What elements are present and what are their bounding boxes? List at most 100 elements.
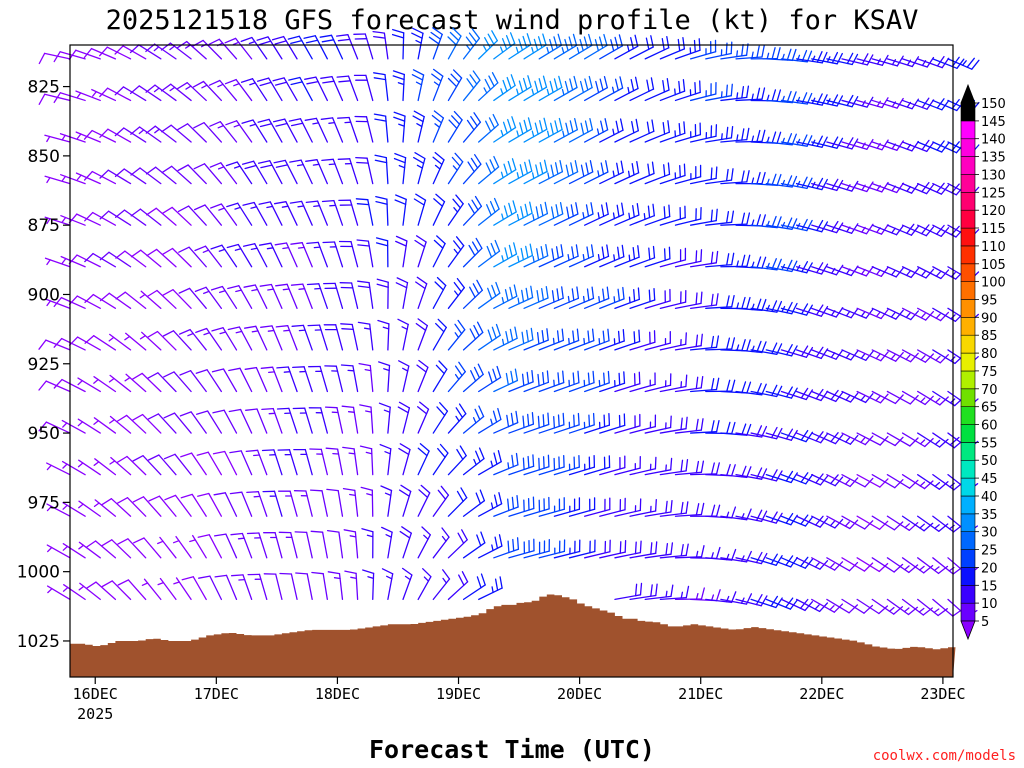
- wind-barb: [447, 571, 469, 601]
- barb-flag: [632, 205, 635, 218]
- wind-barb: [244, 366, 268, 393]
- barb-half-flag: [890, 311, 896, 318]
- barb-staff: [203, 163, 223, 185]
- barb-staff: [432, 494, 450, 517]
- wind-barb: [523, 412, 550, 434]
- barb-flag: [467, 161, 475, 173]
- barb-flag: [647, 163, 651, 177]
- barb-flag: [925, 268, 935, 279]
- barb-staff: [155, 166, 177, 185]
- wind-barb: [356, 239, 374, 268]
- barb-flag: [731, 421, 736, 435]
- wind-barb: [225, 161, 253, 185]
- barb-flag: [340, 364, 354, 367]
- barb-flag: [116, 414, 128, 423]
- barb-flag: [161, 124, 172, 133]
- barb-flag: [412, 27, 424, 34]
- wind-barb: [59, 133, 86, 143]
- barb-staff: [171, 206, 192, 226]
- barb-staff: [735, 349, 763, 354]
- wind-barb: [411, 27, 424, 60]
- barb-flag: [289, 159, 302, 163]
- barb-staff: [156, 330, 177, 351]
- barb-flag: [527, 455, 530, 469]
- wind-barb: [78, 500, 101, 517]
- barb-flag: [393, 111, 406, 117]
- x-axis: 16DEC 17DEC 18DEC 19DEC 20DEC 21DEC 22DEC 23DEC…: [73, 677, 965, 723]
- barb-staff: [780, 58, 808, 63]
- wind-barb: [462, 28, 481, 60]
- wind-barb: [164, 494, 192, 517]
- barb-staff: [462, 331, 484, 351]
- barb-flag: [846, 94, 854, 107]
- wind-barb: [432, 527, 450, 559]
- barb-staff: [207, 451, 223, 476]
- barb-staff: [369, 364, 374, 393]
- barb-flag: [491, 326, 497, 339]
- barb-flag: [715, 166, 718, 180]
- barb-staff: [826, 473, 851, 488]
- barb-half-flag: [567, 295, 570, 303]
- wind-barb: [765, 386, 798, 399]
- barb-flag: [791, 133, 797, 146]
- wind-barb: [538, 370, 565, 393]
- barb-flag: [668, 204, 671, 218]
- barb-staff: [886, 58, 913, 68]
- wind-barb: [478, 155, 500, 185]
- barb-flag: [654, 456, 657, 470]
- wind-barb: [114, 45, 147, 60]
- barb-flag: [635, 118, 639, 132]
- barb-half-flag: [297, 205, 305, 208]
- barb-flag: [510, 74, 516, 87]
- barb-half-flag: [628, 254, 631, 262]
- barb-flag: [730, 83, 733, 97]
- wind-barb: [478, 113, 499, 143]
- barb-flag: [527, 117, 533, 130]
- barb-staff: [886, 390, 911, 405]
- wind-barbs-group: [38, 27, 980, 618]
- barb-flag: [621, 202, 625, 216]
- barb-flag: [455, 236, 465, 247]
- barb-flag: [130, 167, 141, 176]
- barb-staff: [316, 159, 328, 185]
- barb-flag: [746, 466, 752, 479]
- barb-flag: [771, 173, 777, 186]
- barb-flag: [145, 84, 156, 93]
- wind-barb: [178, 246, 207, 268]
- barb-half-flag: [398, 123, 405, 127]
- x-tick-label: 21DEC: [678, 685, 723, 703]
- barb-flag: [651, 119, 655, 132]
- barb-flag: [816, 177, 824, 190]
- wind-barb: [83, 129, 117, 143]
- barb-flag: [923, 480, 934, 490]
- wind-barb: [553, 370, 580, 393]
- wind-barb: [208, 79, 238, 102]
- colorbar-segment: [960, 192, 976, 211]
- barb-staff: [795, 99, 823, 106]
- barb-flag: [700, 249, 703, 262]
- barb-flag: [376, 278, 389, 283]
- barb-flag: [358, 362, 371, 367]
- barb-flag: [680, 459, 684, 473]
- wind-barb: [194, 286, 223, 309]
- barb-half-flag: [61, 134, 66, 141]
- wind-barb: [523, 370, 550, 393]
- barb-flag: [836, 52, 843, 65]
- barb-flag: [761, 256, 767, 269]
- barb-staff: [269, 201, 283, 226]
- barb-half-flag: [233, 124, 241, 128]
- wind-barb: [240, 78, 268, 102]
- barb-flag: [413, 198, 425, 206]
- barb-flag: [555, 246, 560, 259]
- barb-flag: [771, 215, 777, 228]
- barb-staff: [335, 365, 344, 393]
- barb-flag: [116, 455, 128, 464]
- barb-flag: [394, 152, 407, 159]
- wind-barb: [508, 412, 535, 434]
- barb-half-flag: [766, 94, 770, 102]
- barb-flag: [746, 254, 751, 267]
- barb-flag: [457, 319, 466, 331]
- barb-flag: [452, 27, 462, 37]
- wind-barb: [462, 573, 486, 601]
- barb-flag: [545, 286, 549, 299]
